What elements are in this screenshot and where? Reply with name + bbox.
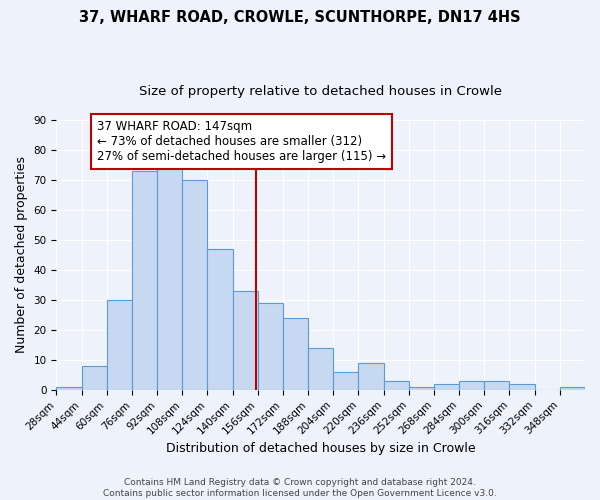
Bar xyxy=(509,384,535,390)
Bar xyxy=(434,384,459,390)
Bar xyxy=(107,300,132,390)
Bar xyxy=(56,387,82,390)
Bar xyxy=(560,387,585,390)
Bar xyxy=(283,318,308,390)
Bar xyxy=(484,381,509,390)
Text: Contains HM Land Registry data © Crown copyright and database right 2024.
Contai: Contains HM Land Registry data © Crown c… xyxy=(103,478,497,498)
Bar xyxy=(132,171,157,390)
Bar xyxy=(233,291,258,390)
X-axis label: Distribution of detached houses by size in Crowle: Distribution of detached houses by size … xyxy=(166,442,476,455)
Bar xyxy=(409,387,434,390)
Text: 37 WHARF ROAD: 147sqm
← 73% of detached houses are smaller (312)
27% of semi-det: 37 WHARF ROAD: 147sqm ← 73% of detached … xyxy=(97,120,386,163)
Bar xyxy=(82,366,107,390)
Bar xyxy=(157,168,182,390)
Bar xyxy=(333,372,358,390)
Text: 37, WHARF ROAD, CROWLE, SCUNTHORPE, DN17 4HS: 37, WHARF ROAD, CROWLE, SCUNTHORPE, DN17… xyxy=(79,10,521,25)
Bar xyxy=(383,381,409,390)
Bar xyxy=(208,249,233,390)
Bar xyxy=(258,303,283,390)
Bar xyxy=(459,381,484,390)
Bar xyxy=(308,348,333,390)
Title: Size of property relative to detached houses in Crowle: Size of property relative to detached ho… xyxy=(139,85,502,98)
Bar xyxy=(358,363,383,390)
Bar xyxy=(182,180,208,390)
Y-axis label: Number of detached properties: Number of detached properties xyxy=(15,156,28,354)
